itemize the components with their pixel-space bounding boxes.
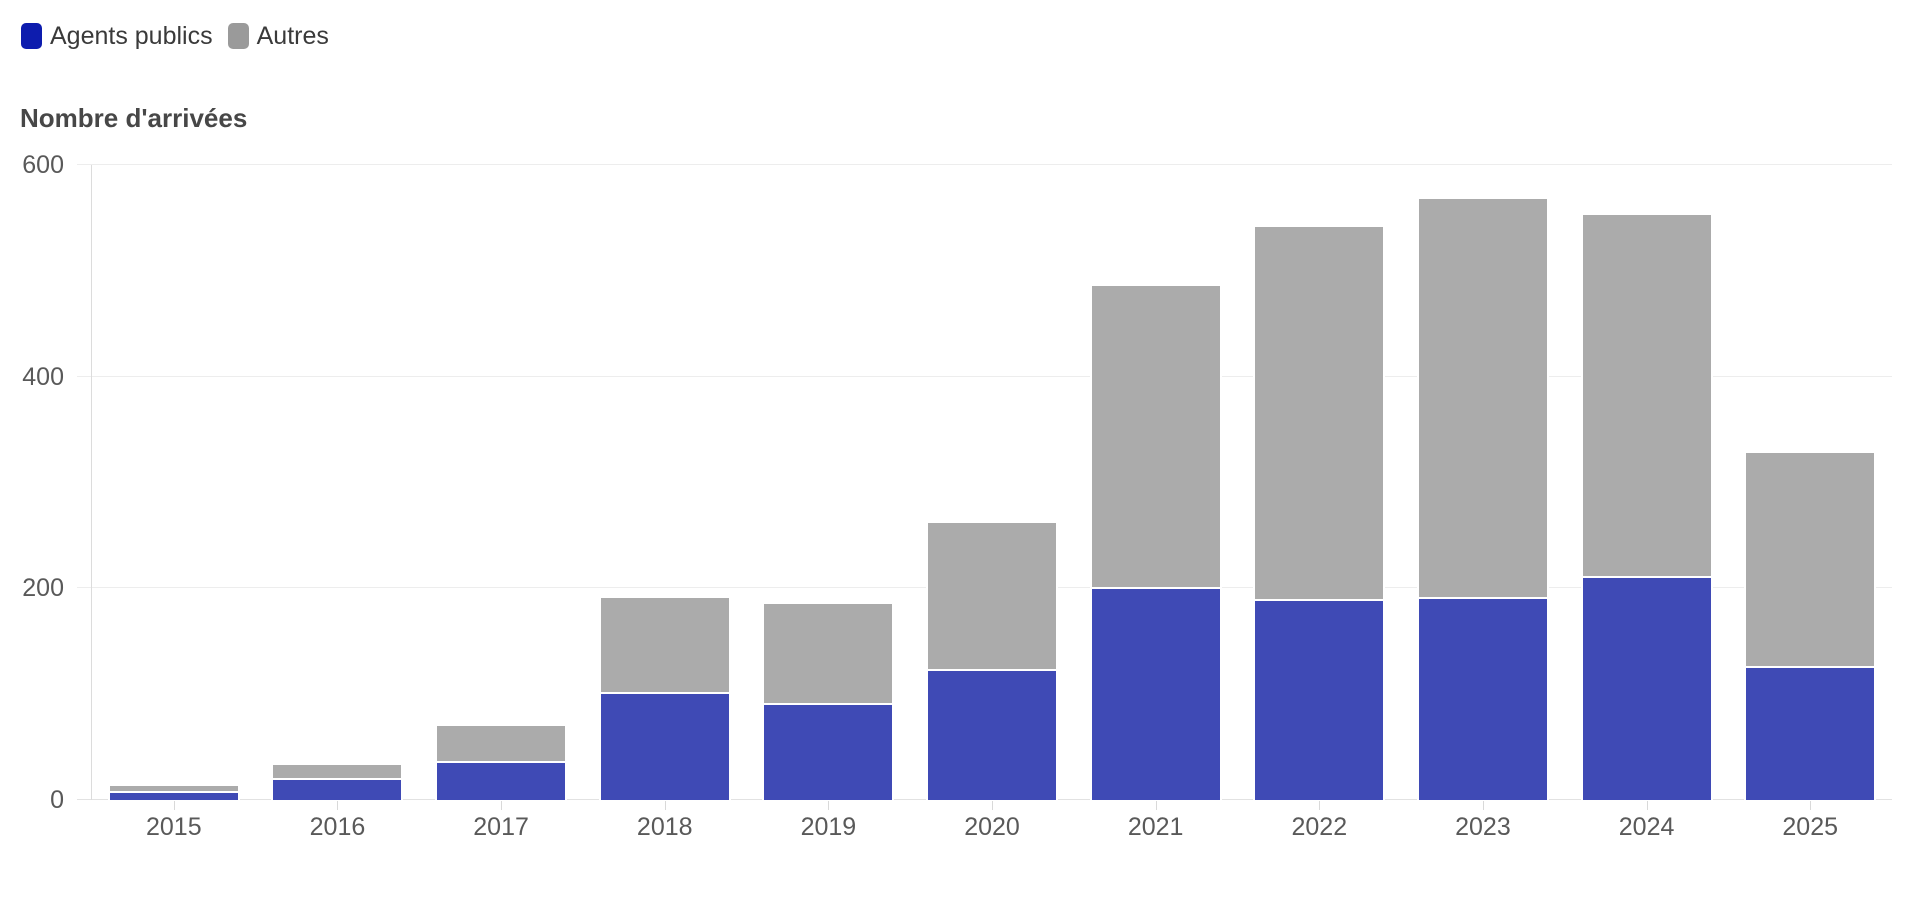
x-tick-2024: [1646, 801, 1648, 810]
segment-agents-publics-2016[interactable]: [271, 779, 404, 800]
x-tick-2019: [828, 801, 830, 810]
x-tick-2015: [173, 801, 175, 810]
segment-autres-2016[interactable]: [271, 762, 404, 780]
x-tick-2022: [1319, 801, 1321, 810]
segment-autres-2019[interactable]: [762, 602, 895, 705]
bar-slot-2016: [256, 140, 420, 800]
x-label-2022: 2022: [1237, 801, 1401, 841]
x-tick-2023: [1482, 801, 1484, 810]
bar-2018: [598, 595, 731, 800]
segment-agents-publics-2020[interactable]: [926, 670, 1059, 800]
segment-agents-publics-2025[interactable]: [1744, 667, 1877, 800]
segment-agents-publics-2018[interactable]: [598, 694, 731, 800]
gridline-600: [77, 164, 1892, 165]
segment-agents-publics-2022[interactable]: [1253, 601, 1386, 800]
segment-agents-publics-2021[interactable]: [1089, 589, 1222, 800]
bar-2024: [1580, 212, 1713, 800]
segment-autres-2020[interactable]: [926, 520, 1059, 671]
segment-autres-2015[interactable]: [107, 784, 240, 793]
segment-autres-2025[interactable]: [1744, 450, 1877, 668]
legend-label-autres: Autres: [256, 22, 329, 50]
gridline-400: [77, 375, 1892, 377]
bar-slot-2020: [910, 140, 1074, 800]
x-tick-2025: [1810, 801, 1812, 810]
y-tick-label-600: 600: [22, 151, 64, 179]
segment-agents-publics-2023[interactable]: [1416, 598, 1549, 800]
bar-2022: [1253, 225, 1386, 800]
x-tick-2021: [1155, 801, 1157, 810]
x-label-2018: 2018: [583, 801, 747, 841]
y-tick-label-0: 0: [50, 786, 64, 814]
bar-slot-2021: [1074, 140, 1238, 800]
x-axis-labels: 2015 2016 2017 2018 2019 2020 2021 2022 2023 2024…: [92, 801, 1892, 841]
x-label-2025: 2025: [1728, 801, 1892, 841]
bar-2020: [926, 520, 1059, 800]
bar-slot-2018: [583, 140, 747, 800]
bars-container: [92, 140, 1892, 800]
bar-slot-2022: [1237, 140, 1401, 800]
bar-slot-2025: [1728, 140, 1892, 800]
segment-autres-2018[interactable]: [598, 595, 731, 695]
segment-autres-2022[interactable]: [1253, 225, 1386, 602]
bar-2021: [1089, 283, 1222, 800]
bar-slot-2019: [747, 140, 911, 800]
bar-2025: [1744, 450, 1877, 800]
x-label-2021: 2021: [1074, 801, 1238, 841]
y-tick-label-200: 200: [22, 574, 64, 603]
legend-item-agents-publics[interactable]: Agents publics: [21, 21, 213, 51]
bar-2023: [1416, 196, 1549, 800]
x-tick-2018: [664, 801, 666, 810]
bar-2019: [762, 602, 895, 800]
x-label-2019: 2019: [747, 801, 911, 841]
bar-2016: [271, 762, 404, 800]
legend-swatch-autres-icon: [227, 23, 249, 49]
x-label-2023: 2023: [1401, 801, 1565, 841]
segment-agents-publics-2015[interactable]: [107, 792, 240, 800]
chart-legend: Agents publics Autres: [21, 21, 329, 51]
bar-2017: [435, 723, 568, 800]
segment-agents-publics-2019[interactable]: [762, 704, 895, 800]
y-tick-label-400: 400: [22, 362, 64, 391]
x-label-2017: 2017: [419, 801, 583, 841]
chart-title: Nombre d'arrivées: [20, 103, 248, 133]
segment-autres-2021[interactable]: [1089, 283, 1222, 590]
bar-2015: [107, 784, 240, 800]
bar-slot-2024: [1565, 140, 1729, 800]
segment-autres-2023[interactable]: [1416, 196, 1549, 599]
segment-agents-publics-2024[interactable]: [1580, 577, 1713, 800]
bar-slot-2023: [1401, 140, 1565, 800]
y-axis-labels: 0 200 400 600: [0, 140, 64, 814]
legend-item-autres[interactable]: Autres: [227, 21, 329, 51]
y-axis-line: [91, 165, 92, 800]
x-label-2020: 2020: [910, 801, 1074, 841]
x-tick-2016: [337, 801, 339, 810]
x-label-2024: 2024: [1565, 801, 1729, 841]
legend-label-agents-publics: Agents publics: [50, 22, 213, 50]
segment-autres-2024[interactable]: [1580, 212, 1713, 578]
x-label-2016: 2016: [256, 801, 420, 841]
bar-slot-2015: [92, 140, 256, 800]
x-tick-2017: [501, 801, 503, 810]
bar-slot-2017: [419, 140, 583, 800]
x-tick-2020: [992, 801, 994, 810]
x-label-2015: 2015: [92, 801, 256, 841]
legend-swatch-agents-publics-icon: [21, 23, 42, 49]
segment-agents-publics-2017[interactable]: [435, 762, 568, 800]
segment-autres-2017[interactable]: [435, 723, 568, 763]
plot-area: [77, 140, 1892, 800]
